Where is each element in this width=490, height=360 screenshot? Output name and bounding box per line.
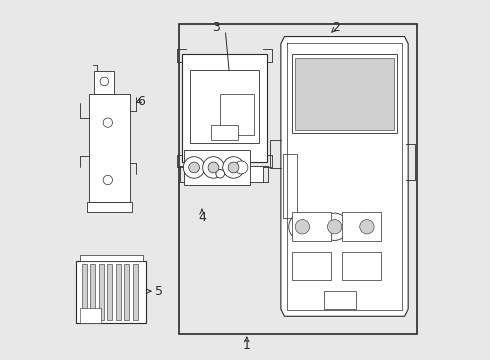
Circle shape <box>216 170 224 178</box>
Circle shape <box>203 157 224 178</box>
Bar <box>87 202 132 212</box>
Bar <box>179 24 417 334</box>
Circle shape <box>208 162 219 173</box>
Text: 4: 4 <box>198 211 206 224</box>
Bar <box>283 154 297 219</box>
Bar <box>342 212 381 241</box>
Text: 3: 3 <box>212 21 220 34</box>
Circle shape <box>321 213 348 240</box>
Bar <box>211 126 238 140</box>
Bar <box>124 264 129 320</box>
Text: 6: 6 <box>137 95 145 108</box>
Bar <box>89 94 130 202</box>
Circle shape <box>228 162 239 173</box>
Bar <box>133 264 138 320</box>
Bar <box>190 69 259 143</box>
Text: 1: 1 <box>243 339 251 352</box>
Bar <box>107 264 112 320</box>
Bar <box>90 264 96 320</box>
Circle shape <box>189 162 199 173</box>
Bar <box>292 54 397 134</box>
Circle shape <box>235 161 248 174</box>
Circle shape <box>295 220 310 234</box>
Bar <box>220 94 254 135</box>
Bar <box>292 252 331 280</box>
Circle shape <box>360 220 374 234</box>
Circle shape <box>103 175 113 185</box>
Circle shape <box>353 213 381 240</box>
Bar <box>324 291 356 309</box>
Bar <box>342 252 381 280</box>
Circle shape <box>289 213 316 240</box>
Circle shape <box>183 157 205 178</box>
Circle shape <box>100 77 109 86</box>
Bar <box>99 264 104 320</box>
Bar <box>95 71 114 94</box>
Text: 2: 2 <box>333 21 341 34</box>
Bar <box>292 212 331 241</box>
Bar <box>80 255 143 261</box>
Bar <box>184 149 250 185</box>
Circle shape <box>223 157 245 178</box>
Bar <box>186 166 263 182</box>
Bar <box>116 264 121 320</box>
Polygon shape <box>281 37 408 316</box>
Circle shape <box>103 118 113 127</box>
Text: 5: 5 <box>155 285 163 298</box>
Bar <box>216 90 258 139</box>
Bar <box>82 264 87 320</box>
Bar <box>80 308 101 323</box>
Bar <box>295 58 394 130</box>
Bar <box>182 54 267 162</box>
Circle shape <box>327 220 342 234</box>
Bar <box>76 261 147 323</box>
